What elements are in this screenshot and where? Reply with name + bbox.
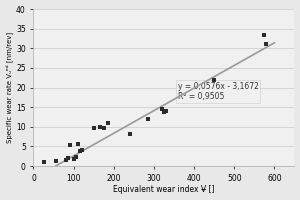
Point <box>212 78 217 81</box>
Point <box>91 126 96 129</box>
Point <box>65 157 70 160</box>
Point <box>71 157 76 161</box>
Point <box>97 125 102 128</box>
Point <box>162 110 167 113</box>
Point <box>79 149 84 152</box>
Point <box>146 117 150 121</box>
Point <box>75 143 80 146</box>
X-axis label: Equivalent wear index V̶ []: Equivalent wear index V̶ [] <box>113 185 215 194</box>
Point <box>41 161 46 164</box>
Point <box>105 121 110 124</box>
Point <box>262 33 267 36</box>
Point <box>128 132 132 135</box>
Point <box>264 43 269 46</box>
Text: y = 0,0576x - 3,1672
R² = 0,9505: y = 0,0576x - 3,1672 R² = 0,9505 <box>178 82 259 101</box>
Point <box>53 160 58 163</box>
Point <box>101 126 106 130</box>
Point <box>160 108 164 111</box>
Y-axis label: Specific wear rate Vᵤᵉᵈ [nm/rev]: Specific wear rate Vᵤᵉᵈ [nm/rev] <box>6 32 13 143</box>
Point <box>63 159 68 162</box>
Point <box>77 150 82 153</box>
Point <box>73 156 78 159</box>
Point <box>164 109 168 113</box>
Point <box>67 144 72 147</box>
